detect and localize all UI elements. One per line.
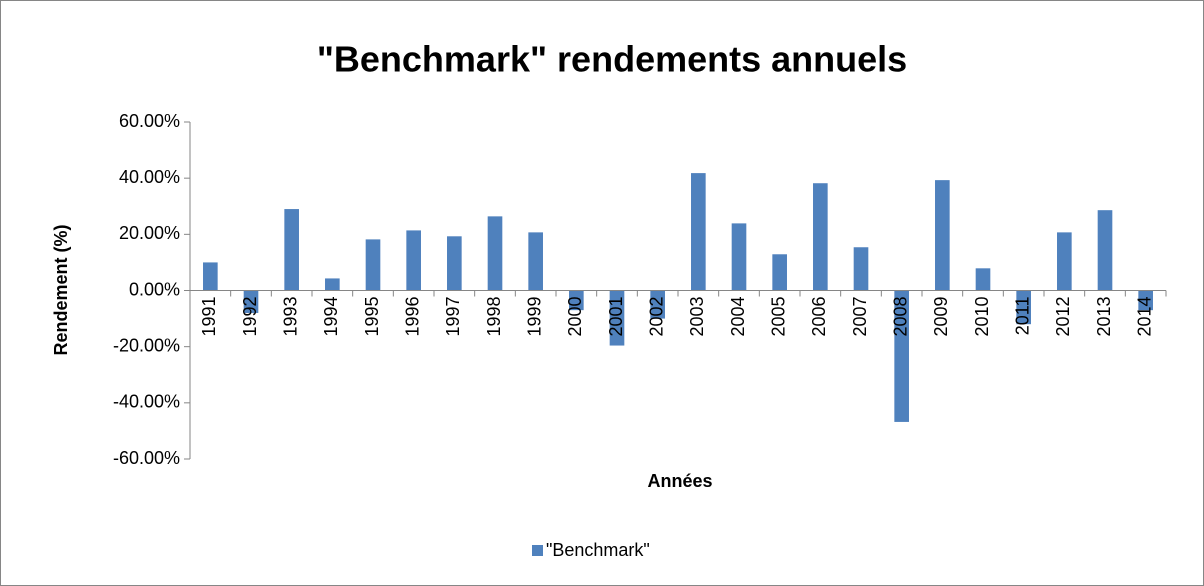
y-tick-label: -20.00% — [113, 335, 180, 355]
y-axis-label: Rendement (%) — [51, 224, 71, 355]
bar — [691, 173, 706, 291]
y-tick-label: -40.00% — [113, 392, 180, 412]
bar — [528, 232, 543, 291]
y-tick-label: 40.00% — [119, 167, 180, 187]
bar — [772, 254, 787, 291]
bar — [813, 183, 828, 291]
x-tick-label: 2012 — [1053, 297, 1073, 337]
x-tick-label: 2014 — [1134, 297, 1154, 337]
bar — [203, 262, 218, 291]
bar — [975, 268, 991, 291]
bar — [487, 216, 503, 291]
bar — [1057, 232, 1072, 291]
bar — [447, 236, 462, 291]
bar — [406, 230, 421, 291]
x-tick-label: 2011 — [1012, 297, 1032, 336]
bar — [894, 290, 909, 422]
x-tick-label: 1998 — [484, 297, 504, 337]
x-tick-label: 1991 — [199, 297, 219, 337]
bar — [1138, 290, 1153, 311]
x-tick-label: 2000 — [565, 297, 585, 337]
x-tick-label: 2007 — [850, 297, 870, 337]
chart-title: "Benchmark" rendements annuels — [317, 39, 907, 80]
x-tick-label: 2004 — [728, 297, 748, 337]
bar — [1016, 290, 1031, 325]
x-tick-label: 2002 — [646, 297, 666, 337]
legend-label: "Benchmark" — [546, 540, 650, 560]
y-tick-label: 0.00% — [129, 279, 180, 299]
bar — [325, 278, 340, 291]
y-tick-label: 20.00% — [119, 223, 180, 243]
x-tick-label: 2003 — [687, 297, 707, 337]
x-tick-label: 1997 — [443, 297, 463, 337]
x-tick-label: 2006 — [809, 297, 829, 337]
bar — [853, 247, 869, 291]
x-tick-label: 2010 — [972, 297, 992, 337]
x-tick-label: 2009 — [931, 297, 951, 337]
bar — [935, 180, 950, 291]
bar — [609, 290, 625, 346]
bar — [284, 209, 299, 291]
y-tick-label: -60.00% — [113, 448, 180, 468]
x-tick-label: 2013 — [1094, 297, 1114, 337]
x-tick-label: 1994 — [321, 297, 341, 337]
x-tick-label: 1995 — [362, 297, 382, 337]
x-tick-label: 2005 — [768, 297, 788, 337]
bar — [731, 223, 747, 291]
x-axis-label: Années — [647, 471, 712, 491]
x-tick-label: 2008 — [890, 297, 910, 337]
bar — [569, 290, 584, 311]
x-tick-label: 1999 — [524, 297, 544, 337]
legend-swatch — [532, 545, 543, 556]
bar — [365, 239, 381, 291]
x-tick-label: 2001 — [606, 297, 626, 337]
bar — [1097, 210, 1113, 291]
y-tick-label: 60.00% — [119, 111, 180, 131]
x-tick-label: 1996 — [402, 297, 422, 337]
bar — [650, 290, 665, 319]
x-tick-label: 1992 — [240, 297, 260, 337]
bar — [243, 290, 259, 313]
x-tick-label: 1993 — [280, 297, 300, 337]
